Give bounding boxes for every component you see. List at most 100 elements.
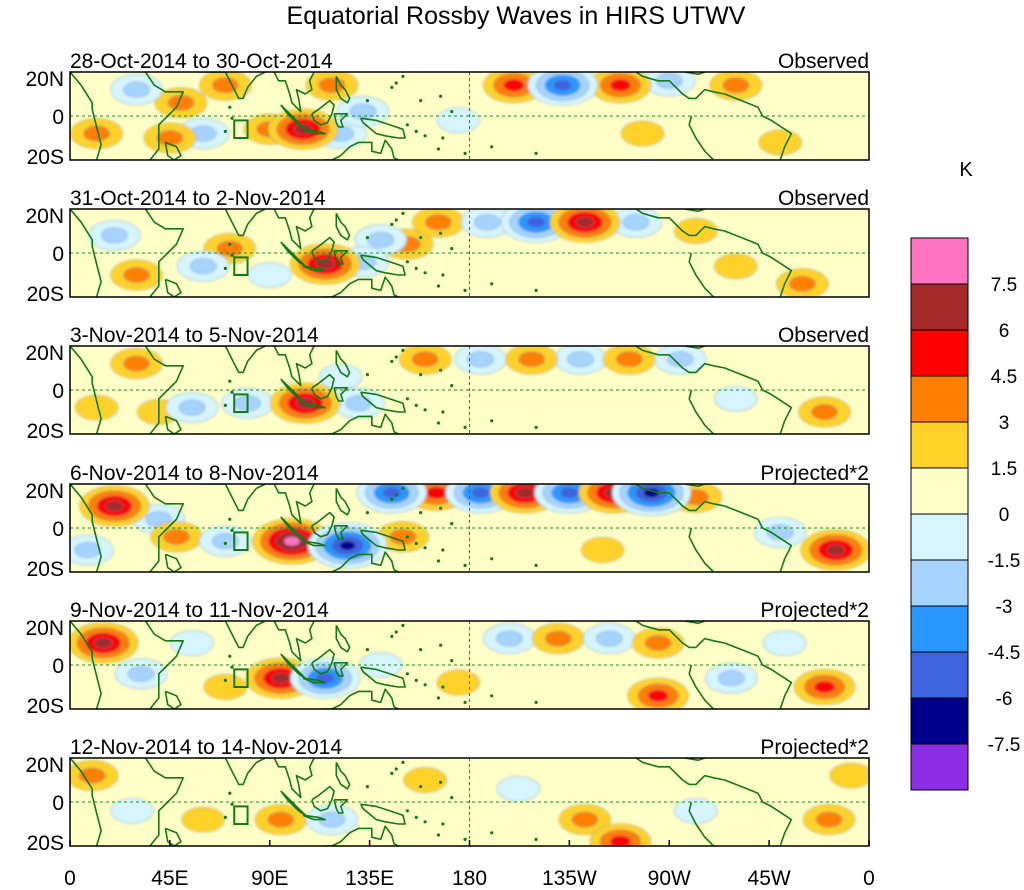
anomaly-cell (505, 346, 558, 375)
anomaly-contour-band (814, 680, 836, 694)
panel-kind-label: Observed (778, 324, 869, 347)
colorbar-level-label: -1.5 (988, 551, 1021, 572)
colorbar-swatch (910, 651, 969, 699)
anomaly-cell (609, 209, 663, 238)
coastlines (70, 484, 793, 572)
anomaly-contour-band (571, 811, 599, 828)
coastline (333, 798, 349, 814)
panel-date-label: 31-Oct-2014 to 2-Nov-2014 (70, 187, 326, 210)
anomaly-contour-band (567, 351, 594, 368)
anomaly-cell (631, 627, 685, 659)
island-dot (439, 231, 443, 235)
island-dot (414, 266, 418, 270)
anomaly-cell (79, 485, 150, 527)
anomaly-cell (554, 346, 607, 375)
region-box (233, 531, 249, 552)
coastline (323, 688, 399, 709)
anomaly-contour-band (644, 635, 672, 651)
y-tick-label: 0 (52, 792, 64, 815)
coastline (144, 621, 184, 709)
x-axis: 0 45E 90E 135E 180 135W 90W 45W 0 (64, 840, 875, 890)
anomaly-cell (620, 120, 665, 147)
coastline (359, 254, 406, 276)
anomaly-cell (705, 662, 758, 694)
panel-0: 28-Oct-2014 to 30-Oct-2014 Observed 20N 0 20… (25, 50, 870, 169)
coastlines (70, 758, 793, 846)
anomaly-cell (436, 107, 481, 134)
anomaly-contour-band (403, 767, 447, 793)
island-dot (490, 557, 494, 561)
anomaly-contour-band (345, 395, 372, 412)
coastline (302, 128, 327, 135)
coastline (333, 524, 349, 540)
colorbar-swatch (910, 467, 969, 515)
anomaly-cell (436, 669, 481, 696)
anomaly-cell (289, 657, 361, 699)
anomaly-contour-band (181, 806, 226, 833)
x-tick-label: 90W (648, 867, 691, 890)
anomaly-contour-band (163, 528, 190, 545)
island-dot (439, 368, 443, 372)
colorbar-level-label: 0 (999, 505, 1010, 526)
anomaly-cell (582, 623, 636, 655)
coastline (302, 265, 327, 272)
anomaly-contour-band (74, 542, 102, 558)
anomaly-cell (74, 394, 119, 421)
coastline (273, 346, 315, 387)
colorbar-swatch (910, 329, 969, 377)
anomaly-cell (483, 623, 536, 655)
anomaly-contour-band (127, 665, 155, 682)
panel-frame (69, 345, 870, 435)
island-dot (365, 785, 370, 789)
anomaly-contour-band (496, 630, 523, 647)
anomaly-cell (798, 396, 851, 428)
coastline (70, 484, 102, 572)
island-dot (390, 771, 394, 776)
anomaly-contour-band (271, 672, 290, 684)
coastline (273, 72, 315, 113)
anomaly-contour-band (123, 355, 150, 372)
anomaly-contour-band (758, 129, 803, 156)
island-dot (423, 134, 427, 138)
island-dot (534, 837, 538, 842)
island-dot (390, 222, 394, 226)
y-tick-label: 20S (27, 283, 64, 306)
island-dot (441, 136, 445, 140)
anomaly-contour-band (247, 262, 292, 288)
island-dot (414, 678, 418, 683)
anomaly-contour-band (436, 107, 481, 134)
panel-date-label: 9-Nov-2014 to 11-Nov-2014 (70, 599, 329, 622)
colorbar-unit-label: K (959, 159, 973, 181)
anomaly-contour-band (367, 231, 395, 248)
anomaly-cell (70, 118, 123, 150)
anomaly-cell (496, 775, 541, 802)
coastline (635, 346, 793, 434)
anomaly-cell (154, 87, 208, 119)
anomaly-contour-band (101, 227, 128, 244)
island-dot (439, 643, 443, 647)
coastlines (70, 346, 793, 434)
island-dot (390, 85, 394, 89)
island-dot (439, 506, 443, 510)
island-dot (228, 105, 232, 109)
coastline (302, 677, 327, 684)
anomaly-contour-band (713, 253, 758, 280)
anomaly-contour-band (425, 486, 447, 500)
island-dot (419, 648, 423, 652)
island-dot (439, 94, 443, 98)
island-dot (401, 211, 405, 215)
anomaly-contour-band (718, 670, 745, 687)
anomaly-contour-band (526, 216, 546, 228)
anomaly-contour-band (674, 218, 718, 244)
panel-kind-label: Observed (778, 187, 869, 210)
island-dot (394, 81, 398, 85)
coastline (335, 76, 351, 104)
island-dot (401, 486, 405, 490)
anomaly-cell (802, 804, 856, 836)
anomaly-contour-band (425, 214, 452, 231)
coastline (684, 484, 706, 488)
island-dot (394, 630, 398, 634)
panel-date-label: 12-Nov-2014 to 14-Nov-2014 (70, 736, 342, 759)
anomaly-cell (602, 346, 656, 375)
